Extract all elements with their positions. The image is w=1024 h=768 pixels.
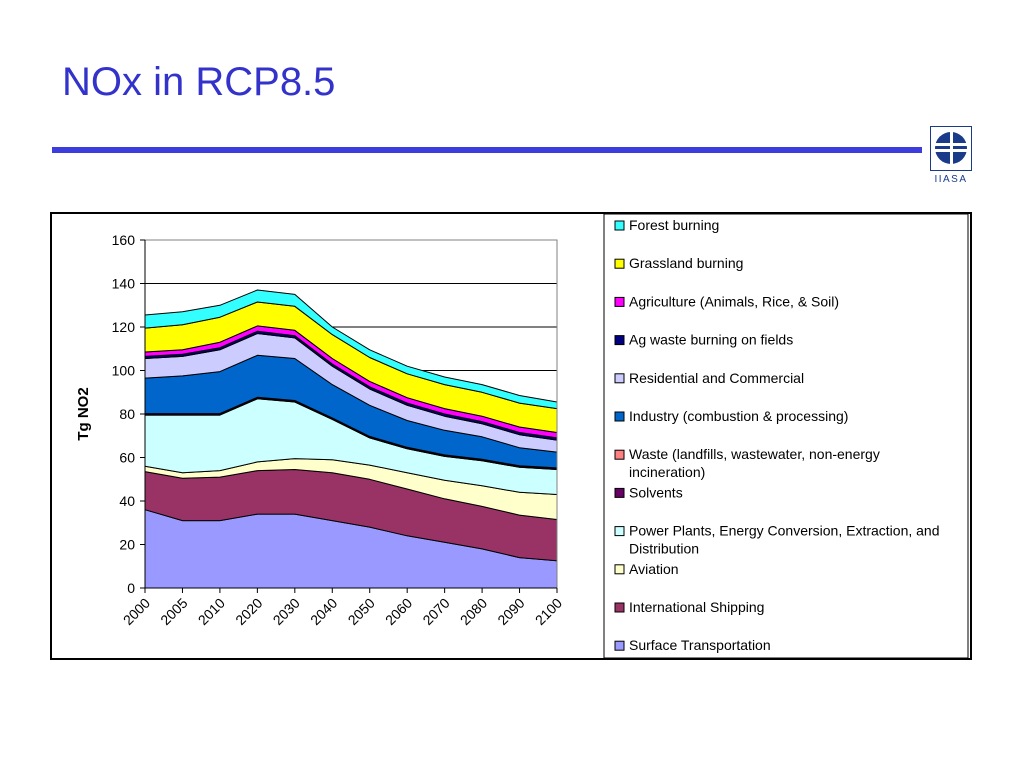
- x-tick-label: 2000: [120, 595, 153, 628]
- legend-swatch-forest-burning: [614, 220, 625, 231]
- y-tick-label: 140: [112, 276, 136, 292]
- legend-label-industry-combustion-processing: Industry (combustion & processing): [629, 408, 848, 424]
- x-tick-label: 2020: [232, 595, 265, 628]
- legend-box: [603, 213, 969, 659]
- legend-swatch-solvents: [614, 487, 625, 498]
- legend-swatch-aviation: [614, 564, 625, 575]
- svg-text:IIASA: IIASA: [934, 174, 967, 185]
- legend-swatch-ag-waste-burning-on-fields: [614, 335, 625, 346]
- legend-swatch-international-shipping: [614, 602, 625, 613]
- x-tick-label: 2005: [157, 595, 190, 628]
- slide-title: NOx in RCP8.5: [62, 60, 336, 104]
- legend-label-power-plants-energy-conversion-extraction-and-distribution: Power Plants, Energy Conversion, Extract…: [629, 523, 940, 557]
- y-tick-label: 0: [127, 580, 135, 596]
- legend-label-ag-waste-burning-on-fields: Ag waste burning on fields: [629, 332, 793, 348]
- title-divider: [52, 147, 922, 153]
- x-tick-label: 2040: [307, 595, 340, 628]
- y-axis-title: Tg NO2: [75, 387, 92, 440]
- iiasa-logo: IIASA: [930, 126, 972, 186]
- chart-frame: 0 20 40 60 80 100 120 140 160 2000 2005 2010 2020 203…: [50, 212, 972, 660]
- x-tick-label: 2030: [270, 595, 303, 628]
- y-tick-label: 60: [119, 450, 135, 466]
- x-tick-label: 2090: [494, 595, 527, 628]
- legend-swatch-residential-and-commercial: [614, 373, 625, 384]
- legend-swatch-industry-combustion-processing: [614, 411, 625, 422]
- legend-label-international-shipping: International Shipping: [629, 599, 764, 615]
- legend-swatch-waste-landfills-wastewater-non-energy-incineration: [614, 449, 625, 460]
- y-tick-label: 40: [119, 493, 135, 509]
- legend-swatch-surface-transportation: [614, 640, 625, 651]
- y-tick-label: 20: [119, 537, 135, 553]
- x-tick-label: 2010: [195, 595, 228, 628]
- legend-swatch-grassland-burning: [614, 258, 625, 269]
- x-tick-label: 2100: [532, 595, 565, 628]
- legend-label-grassland-burning: Grassland burning: [629, 255, 743, 271]
- legend-swatch-power-plants-energy-conversion-extraction-and-distribution: [614, 526, 625, 537]
- legend-label-agriculture-animals-rice-soil: Agriculture (Animals, Rice, & Soil): [629, 293, 839, 309]
- x-tick-label: 2060: [382, 595, 415, 628]
- x-tick-label: 2050: [345, 595, 378, 628]
- y-tick-label: 160: [112, 232, 136, 248]
- legend-label-waste-landfills-wastewater-non-energy-incineration: Waste (landfills, wastewater, non-energy…: [629, 446, 880, 480]
- y-tick-label: 120: [112, 319, 136, 335]
- legend-swatch-agriculture-animals-rice-soil: [614, 296, 625, 307]
- legend-label-forest-burning: Forest burning: [629, 217, 719, 233]
- y-tick-label: 100: [112, 363, 136, 379]
- legend-label-solvents: Solvents: [629, 484, 683, 500]
- x-tick-label: 2080: [457, 595, 490, 628]
- y-tick-label: 80: [119, 406, 135, 422]
- legend-label-surface-transportation: Surface Transportation: [629, 637, 771, 653]
- x-tick-label: 2070: [419, 595, 452, 628]
- legend-label-aviation: Aviation: [629, 561, 679, 577]
- legend-label-residential-and-commercial: Residential and Commercial: [629, 370, 804, 386]
